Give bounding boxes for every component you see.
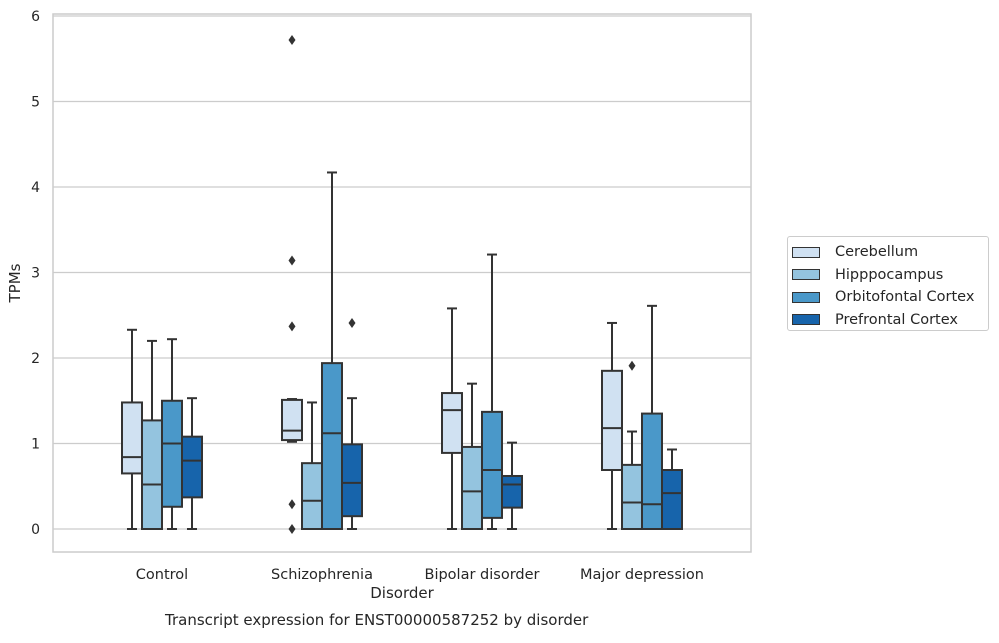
x-tick-label: Control (136, 567, 188, 583)
legend-swatch (792, 269, 820, 281)
y-tick-labels: 0 1 2 3 4 5 6 (31, 9, 40, 538)
box-cerebellum (121, 328, 143, 530)
outlier-point (288, 321, 296, 332)
y-tick-label: 0 (31, 522, 40, 538)
legend-swatch (792, 246, 820, 258)
plot-frame (52, 13, 752, 553)
legend-label: Orbitofontal Cortex (835, 289, 975, 306)
box-hipppocampus (461, 382, 483, 531)
box-orbitofontal-cortex (321, 171, 343, 530)
legend: Cerebellum Hipppocampus Orbitofontal Corte… (787, 236, 989, 331)
y-tick-label: 1 (31, 437, 40, 453)
box-hipppocampus (301, 401, 323, 531)
y-axis-label: TPMs (6, 263, 24, 303)
box-body (341, 443, 363, 518)
x-tick-label: Major depression (580, 567, 704, 583)
y-tick-label: 2 (31, 351, 40, 367)
box-body (281, 398, 303, 442)
outlier-point (628, 360, 636, 371)
y-tick-label: 6 (31, 9, 40, 25)
x-tick-labels: Control Schizophrenia Bipolar disorder Majo… (136, 567, 704, 583)
box-orbitofontal-cortex (481, 253, 503, 530)
legend-item: Prefrontal Cortex (792, 309, 988, 332)
box-hipppocampus (621, 360, 643, 530)
box-body (621, 463, 643, 530)
box-body (661, 469, 683, 531)
y-tick-label: 4 (31, 180, 40, 196)
box-hipppocampus (141, 339, 163, 531)
box-orbitofontal-cortex (641, 304, 663, 531)
chart-caption: Transcript expression for ENST0000058725… (165, 611, 589, 629)
box-cerebellum (281, 34, 303, 534)
box-orbitofontal-cortex (161, 338, 183, 530)
y-tick-label: 3 (31, 266, 40, 282)
x-axis-label: Disorder (370, 584, 434, 602)
box-body (481, 410, 503, 519)
box-prefrontal-cortex (341, 317, 363, 530)
legend-swatch (792, 291, 820, 303)
legend-item: Cerebellum (792, 241, 988, 264)
x-tick-label: Bipolar disorder (425, 567, 540, 583)
outlier-point (348, 317, 356, 328)
box-body (441, 392, 463, 454)
box-prefrontal-cortex (661, 448, 683, 531)
box-body (121, 401, 143, 475)
box-prefrontal-cortex (181, 397, 203, 530)
box-body (321, 362, 343, 530)
legend-label: Prefrontal Cortex (835, 311, 958, 328)
boxes (121, 34, 683, 534)
box-body (301, 462, 323, 531)
box-body (601, 369, 623, 472)
y-tick-label: 5 (31, 95, 40, 111)
legend-label: Hipppocampus (835, 266, 944, 283)
outlier-point (288, 34, 296, 45)
legend-swatch (792, 314, 820, 326)
x-tick-label: Schizophrenia (271, 567, 373, 583)
box-body (141, 419, 163, 531)
box-body (641, 412, 663, 531)
box-body (461, 445, 483, 531)
box-body (181, 435, 203, 499)
box-body (161, 399, 183, 508)
outlier-point (288, 255, 296, 266)
legend-item: Orbitofontal Cortex (792, 286, 988, 309)
outlier-point (288, 524, 296, 534)
box-body (501, 474, 523, 509)
chart-caption-wrap: Transcript expression for ENST0000058725… (0, 611, 999, 629)
box-prefrontal-cortex (501, 441, 523, 530)
outlier-point (288, 499, 296, 510)
legend-label: Cerebellum (835, 244, 919, 261)
box-cerebellum (441, 307, 463, 530)
legend-item: Hipppocampus (792, 264, 988, 287)
box-cerebellum (601, 321, 623, 530)
